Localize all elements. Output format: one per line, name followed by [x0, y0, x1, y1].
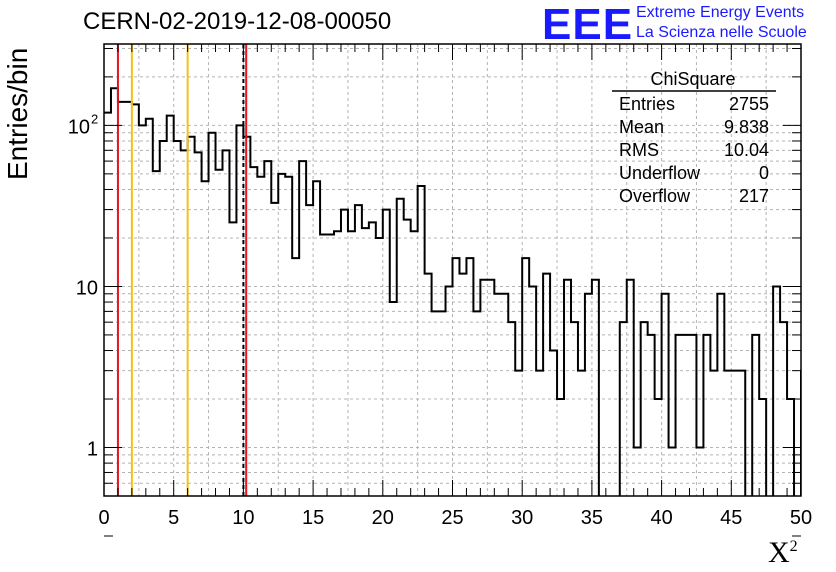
- x-tick-label: 50: [790, 507, 812, 529]
- x-tick-label: 45: [720, 507, 742, 529]
- stats-row-value: 2755: [729, 94, 769, 114]
- x-tick-label: 35: [581, 507, 603, 529]
- x-axis-label: X2: [768, 536, 798, 570]
- stats-row-value: 217: [739, 186, 769, 206]
- stats-row-label: Underflow: [619, 163, 701, 183]
- stats-row-label: RMS: [619, 140, 659, 160]
- x-axis-label-superscript: 2: [789, 538, 798, 555]
- x-tick-label: 0: [98, 507, 109, 529]
- x-tick-label: 40: [650, 507, 672, 529]
- stats-row-value: 10.04: [724, 140, 769, 160]
- x-tick-label: 25: [441, 507, 463, 529]
- logo-line-1: Extreme Energy Events: [636, 4, 805, 21]
- x-tick-label: 10: [232, 507, 254, 529]
- stats-row-label: Overflow: [619, 186, 691, 206]
- eee-logo: EEE: [542, 0, 634, 49]
- x-axis-label-text: X: [768, 536, 790, 569]
- x-tick-label: 5: [168, 507, 179, 529]
- stats-row-label: Mean: [619, 117, 664, 137]
- y-tick-label-superscript: 2: [91, 111, 98, 126]
- stats-row-value: 0: [759, 163, 769, 183]
- stats-row-value: 9.838: [724, 117, 769, 137]
- x-tick-label: 15: [302, 507, 324, 529]
- chart-title: CERN-02-2019-12-08-00050: [83, 8, 392, 35]
- logo-line-2: La Scienza nelle Scuole: [636, 24, 807, 41]
- x-tick-label: 30: [511, 507, 533, 529]
- stats-row-label: Entries: [619, 94, 675, 114]
- stats-box-title: ChiSquare: [650, 69, 735, 89]
- x-tick-label: 20: [372, 507, 394, 529]
- y-tick-label: 1: [87, 439, 98, 461]
- y-tick-label: 10: [76, 277, 98, 299]
- y-tick-label: 10: [68, 116, 90, 138]
